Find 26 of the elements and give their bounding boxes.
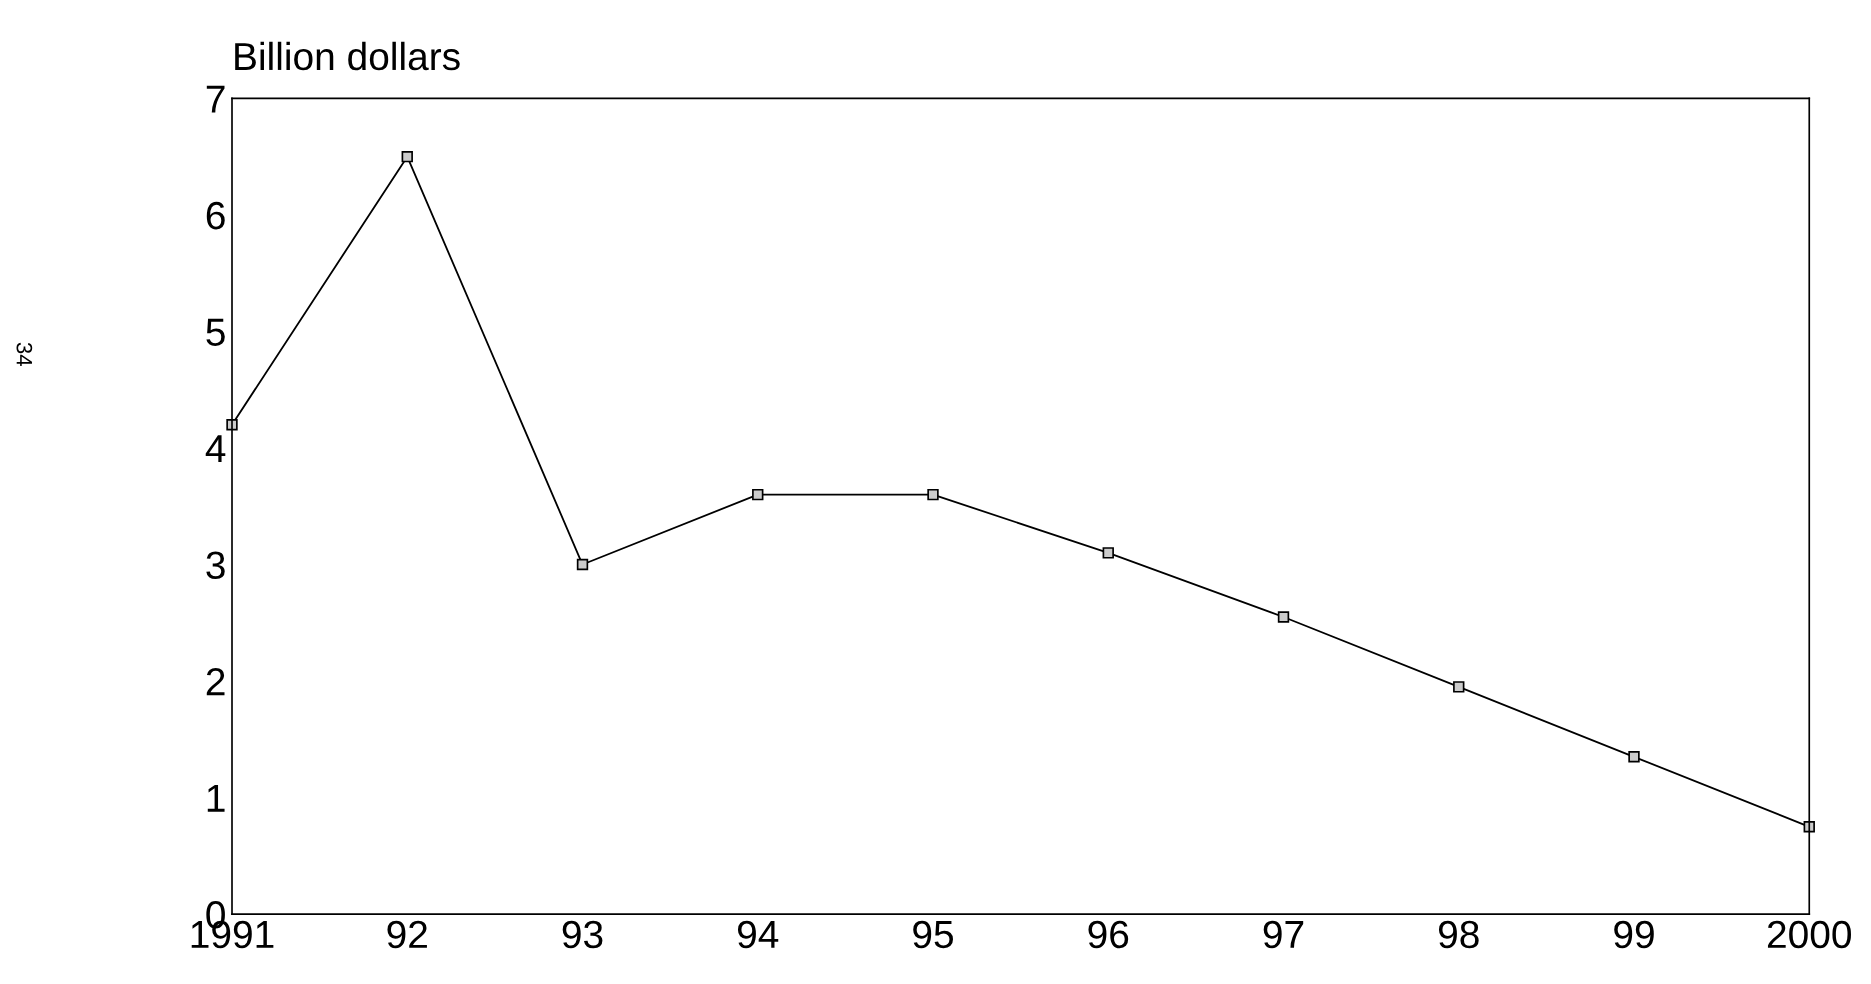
- point: [752, 488, 764, 501]
- y-tick-label: 3: [206, 551, 225, 580]
- x-tick-label: 93: [562, 920, 603, 949]
- x-tick-label: 95: [913, 920, 954, 949]
- x-tick-label: 99: [1614, 920, 1654, 949]
- x-tick-label: 98: [1438, 920, 1479, 949]
- point: [1453, 681, 1465, 693]
- x-tick-label: 97: [1263, 920, 1304, 949]
- x-tick-label: 92: [387, 920, 427, 949]
- point: [1102, 547, 1114, 559]
- point: [927, 488, 939, 501]
- x-tick-label: 94: [737, 920, 779, 949]
- y-tick-label: 5: [206, 318, 225, 346]
- y-tick-label: 7: [206, 85, 225, 113]
- point: [1277, 611, 1290, 623]
- text: 34: [16, 342, 33, 366]
- point: [576, 558, 589, 571]
- x-tick-label: 96: [1088, 920, 1129, 949]
- y-tick-label: 2: [206, 668, 225, 696]
- y-tick-label: 4: [205, 435, 226, 463]
- y-axis-title: Billion dollars: [235, 41, 460, 71]
- point: [1628, 751, 1640, 763]
- point: [401, 150, 413, 163]
- x-tick-label: 2000: [1767, 920, 1851, 949]
- y-tick-label: 1: [207, 784, 225, 812]
- y-tick-label: 6: [206, 201, 225, 230]
